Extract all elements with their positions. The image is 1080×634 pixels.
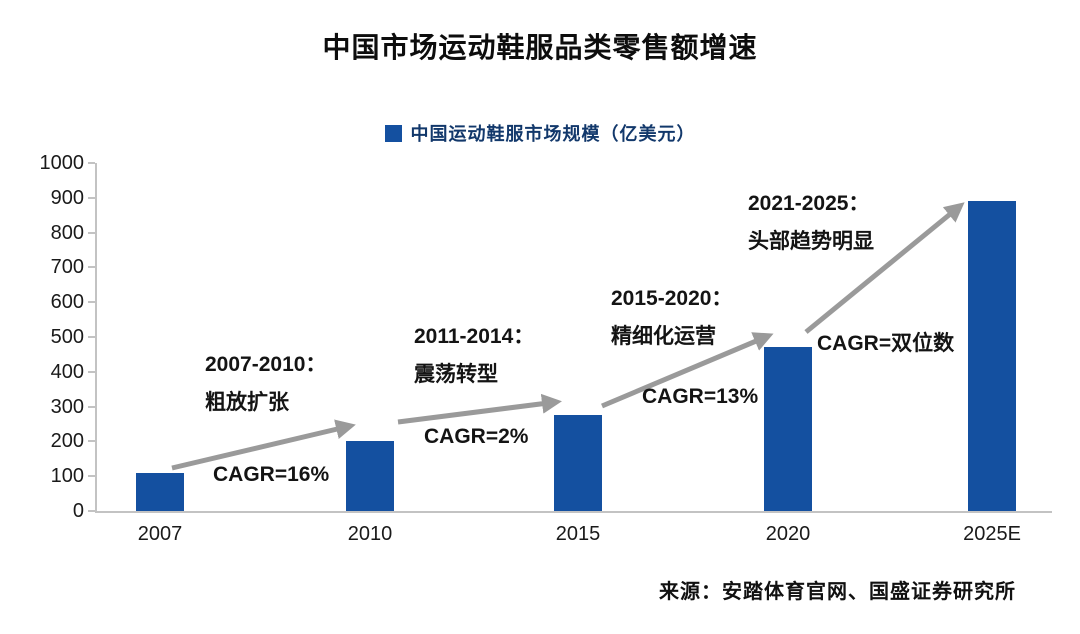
legend-swatch-icon bbox=[384, 124, 402, 142]
annotation-2011-2014: 2011-2014： 震荡转型 bbox=[414, 318, 534, 394]
annotation-label: 震荡转型 bbox=[414, 363, 498, 386]
annotation-label: 精细化运营 bbox=[611, 325, 716, 348]
annotation-period: 2015-2020： bbox=[611, 287, 733, 310]
source-note: 来源：安踏体育官网、国盛证券研究所 bbox=[659, 581, 1016, 603]
y-axis-tick-mark bbox=[88, 405, 95, 408]
y-axis-tick-mark bbox=[88, 162, 95, 164]
cagr-label-3: CAGR=13% bbox=[642, 385, 759, 408]
y-axis-tick-label: 100 bbox=[50, 465, 84, 488]
annotation-period: 2011-2014： bbox=[414, 325, 535, 348]
y-axis-tick-label: 1000 bbox=[39, 152, 85, 174]
x-axis-label: 2010 bbox=[347, 523, 393, 545]
y-axis-tick-mark bbox=[88, 301, 95, 304]
trend-arrow bbox=[171, 419, 356, 471]
cagr-label-4: CAGR=双位数 bbox=[817, 332, 955, 355]
y-axis-tick-mark bbox=[88, 440, 95, 443]
y-axis-tick-mark bbox=[88, 510, 95, 512]
y-axis-tick-mark bbox=[88, 336, 95, 338]
x-axis-label: 2007 bbox=[137, 523, 183, 545]
annotation-label: 粗放扩张 bbox=[205, 391, 289, 414]
y-axis-tick-mark bbox=[88, 266, 95, 269]
annotation-2007-2010: 2007-2010： 粗放扩张 bbox=[205, 346, 326, 422]
x-axis-label: 2015 bbox=[555, 523, 601, 545]
x-axis-label: 2025E bbox=[963, 523, 1021, 545]
y-axis-line bbox=[95, 163, 97, 513]
x-axis-line bbox=[95, 511, 1052, 513]
y-axis-tick-mark bbox=[88, 231, 95, 234]
y-axis-tick-label: 400 bbox=[50, 360, 84, 383]
annotation-period: 2021-2025： bbox=[748, 192, 870, 215]
bar-2015 bbox=[554, 415, 602, 511]
y-axis-tick-label: 700 bbox=[50, 256, 84, 279]
y-axis-tick-label: 300 bbox=[50, 395, 84, 418]
annotation-period: 2007-2010： bbox=[205, 353, 327, 376]
annotation-label: 头部趋势明显 bbox=[748, 230, 874, 253]
cagr-label-2: CAGR=2% bbox=[424, 425, 529, 448]
chart-title: 中国市场运动鞋服品类零售额增速 bbox=[322, 32, 758, 63]
trend-arrow bbox=[397, 393, 562, 425]
y-axis-tick-label: 800 bbox=[50, 221, 84, 244]
annotation-2015-2020: 2015-2020： 精细化运营 bbox=[611, 280, 732, 356]
bar-2025E bbox=[968, 201, 1016, 511]
y-axis-tick-label: 600 bbox=[50, 291, 84, 314]
y-axis-tick-label: 200 bbox=[50, 430, 84, 453]
y-axis-tick-mark bbox=[88, 196, 95, 199]
y-axis-tick-label: 0 bbox=[72, 500, 84, 522]
annotation-2021-2025: 2021-2025： 头部趋势明显 bbox=[748, 185, 874, 261]
y-axis-tick-label: 500 bbox=[50, 326, 84, 348]
y-axis-tick-mark bbox=[88, 370, 95, 373]
legend: 中国运动鞋服市场规模（亿美元） bbox=[0, 120, 1080, 146]
x-axis-label: 2020 bbox=[765, 523, 811, 545]
y-axis-tick-label: 900 bbox=[50, 186, 84, 209]
bar-2010 bbox=[346, 441, 394, 511]
y-axis-tick-mark bbox=[88, 475, 95, 478]
bar-2007 bbox=[136, 472, 184, 511]
bar-2020 bbox=[764, 347, 812, 511]
cagr-label-1: CAGR=16% bbox=[213, 463, 330, 486]
legend-label: 中国运动鞋服市场规模（亿美元） bbox=[410, 124, 696, 144]
